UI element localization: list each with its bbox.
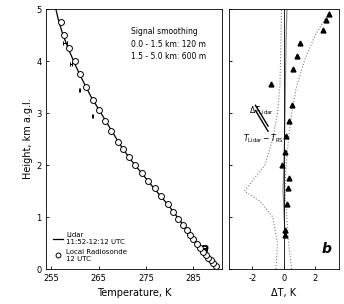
Point [180, 223, 186, 227]
Point [66, 46, 72, 50]
Text: Signal smoothing
0.0 - 1.5 km: 120 m
1.5 - 5.0 km: 600 m: Signal smoothing 0.0 - 1.5 km: 120 m 1.5… [130, 27, 206, 61]
X-axis label: Temperature, K: Temperature, K [97, 288, 171, 299]
Point [72, 59, 77, 64]
Point [58, 20, 64, 25]
Point [126, 155, 132, 160]
Point [62, 33, 67, 37]
Point [176, 216, 181, 221]
Point [109, 129, 114, 134]
Legend: Lidar
11:52-12:12 UTC, Local Radiosonde
12 UTC: Lidar 11:52-12:12 UTC, Local Radiosonde … [52, 231, 129, 263]
Point [96, 108, 101, 113]
Point [208, 258, 213, 263]
Point [190, 237, 196, 242]
Point [77, 72, 83, 77]
Point [203, 253, 209, 257]
Point [132, 163, 138, 168]
X-axis label: ΔT, K: ΔT, K [271, 288, 296, 299]
Point [139, 171, 144, 175]
Point [201, 250, 206, 254]
Point [206, 255, 211, 260]
Point [159, 194, 164, 199]
Point [120, 147, 126, 152]
Point [197, 246, 203, 251]
Point [152, 186, 157, 191]
Text: a: a [200, 242, 209, 256]
Text: $T_\mathregular{Lidar} - T_\mathregular{RS}$: $T_\mathregular{Lidar} - T_\mathregular{… [243, 133, 284, 145]
Point [115, 139, 120, 144]
Point [83, 85, 89, 90]
Point [184, 228, 189, 233]
Y-axis label: Height, km a.g.l.: Height, km a.g.l. [23, 99, 33, 179]
Point [214, 264, 219, 269]
Point [146, 178, 151, 183]
Point [90, 98, 95, 102]
Point [187, 233, 193, 238]
Point [210, 260, 216, 265]
Point [171, 209, 176, 214]
Point [165, 202, 171, 206]
Text: b: b [321, 242, 331, 256]
Text: $\Delta T_\mathregular{Lidar}$: $\Delta T_\mathregular{Lidar}$ [249, 104, 275, 117]
Point [103, 119, 108, 123]
Point [194, 242, 199, 247]
